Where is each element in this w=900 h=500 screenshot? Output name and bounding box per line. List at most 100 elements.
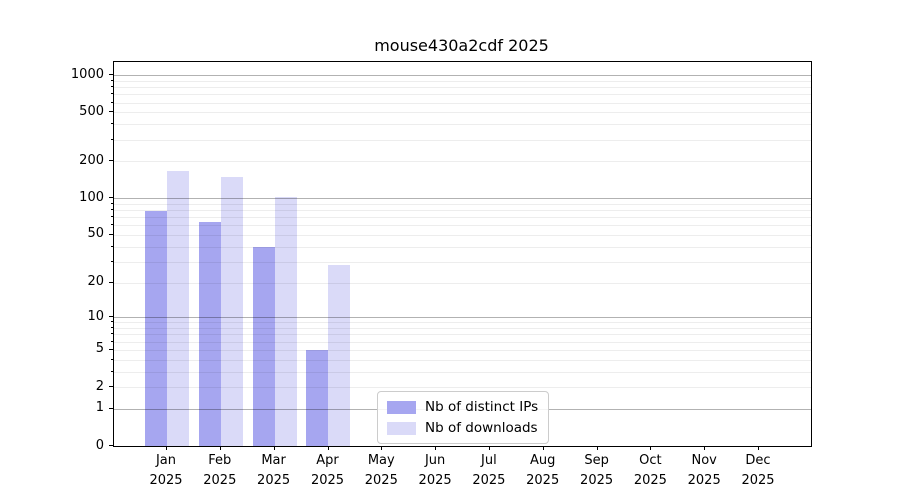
x-tick-mark — [381, 446, 383, 450]
y-minor-tick-mark — [111, 93, 113, 95]
x-tick-mark — [758, 446, 759, 450]
legend-entry-distinct-ips: Nb of distinct IPs — [387, 399, 538, 415]
x-tick-label-may: May 2025 — [364, 453, 398, 488]
x-tick-label-jan: Jan 2025 — [149, 453, 183, 488]
x-tick-label-oct: Oct 2025 — [633, 453, 667, 488]
gridline-minor — [114, 139, 811, 141]
y-minor-tick-mark — [111, 79, 113, 81]
gridline-minor — [114, 161, 811, 163]
y-tick-label: 10 — [87, 308, 104, 324]
y-tick-mark — [109, 316, 113, 318]
gridline-major — [114, 317, 811, 319]
gridline-minor — [114, 234, 811, 236]
gridline-major — [114, 75, 811, 77]
y-minor-tick-mark — [111, 224, 113, 226]
y-tick-label: 200 — [79, 152, 104, 168]
legend-swatch-downloads — [387, 421, 416, 435]
plot-area: Nb of distinct IPs Nb of downloads — [113, 61, 812, 447]
y-minor-tick-mark — [111, 370, 113, 372]
y-minor-tick-mark — [111, 86, 113, 87]
x-tick-label-nov: Nov 2025 — [687, 453, 721, 488]
gridline-minor — [114, 282, 811, 284]
gridline-minor — [114, 349, 811, 351]
x-tick-mark — [542, 446, 544, 450]
x-tick-label-feb: Feb 2025 — [203, 453, 237, 488]
gridline-minor — [114, 102, 811, 104]
y-tick-label: 2 — [95, 378, 104, 394]
y-tick-mark — [109, 386, 113, 387]
x-tick-mark — [273, 446, 275, 450]
x-tick-label-jun: Jun 2025 — [418, 453, 452, 488]
x-tick-label-aug: Aug 2025 — [526, 453, 560, 488]
x-tick-label-mar: Mar 2025 — [257, 453, 291, 488]
x-tick-label-sep: Sep 2025 — [580, 453, 614, 488]
gridline-minor — [114, 94, 811, 96]
y-tick-mark — [109, 407, 113, 409]
gridline-minor — [114, 322, 811, 324]
y-minor-tick-mark — [111, 333, 113, 335]
gridline-minor — [114, 246, 811, 248]
y-tick-mark — [109, 445, 113, 446]
gridline-minor — [114, 328, 811, 329]
gridline-minor — [114, 210, 811, 212]
gridline-minor — [114, 87, 811, 88]
y-tick-label: 5 — [95, 341, 104, 357]
gridline-minor — [114, 112, 811, 114]
y-tick-label: 100 — [79, 189, 104, 205]
x-tick-mark — [596, 446, 598, 450]
x-tick-mark — [435, 446, 437, 450]
bar-distinct-ips-mar — [252, 246, 275, 446]
x-tick-mark — [219, 446, 221, 450]
gridline-minor — [114, 217, 811, 219]
y-minor-tick-mark — [111, 138, 113, 140]
gridline-minor — [114, 203, 811, 205]
bar-distinct-ips-apr — [306, 349, 329, 446]
y-tick-label: 50 — [87, 226, 104, 242]
legend: Nb of distinct IPs Nb of downloads — [377, 391, 550, 444]
y-tick-mark — [109, 348, 113, 350]
gridline-minor — [114, 261, 811, 263]
bar-distinct-ips-feb — [198, 221, 221, 446]
legend-label-distinct-ips: Nb of distinct IPs — [425, 399, 539, 415]
gridline-minor — [114, 225, 811, 227]
gridline-minor — [114, 124, 811, 126]
x-tick-mark — [166, 446, 167, 450]
y-tick-label: 20 — [87, 274, 104, 289]
y-tick-mark — [109, 74, 113, 76]
legend-label-downloads: Nb of downloads — [425, 420, 538, 436]
y-tick-label: 500 — [79, 103, 104, 119]
y-tick-mark — [109, 281, 113, 283]
gridline-minor — [114, 371, 811, 373]
y-minor-tick-mark — [111, 216, 113, 218]
y-minor-tick-mark — [111, 101, 113, 103]
legend-entry-downloads: Nb of downloads — [387, 420, 538, 436]
gridline-minor — [114, 387, 811, 388]
x-tick-label-apr: Apr 2025 — [310, 453, 345, 488]
y-tick-label: 0 — [95, 437, 104, 453]
x-tick-mark — [650, 446, 652, 450]
bar-downloads-feb — [220, 177, 243, 446]
y-minor-tick-mark — [111, 209, 113, 211]
gridline-major — [114, 198, 811, 200]
gridline-minor — [114, 341, 811, 343]
bar-downloads-mar — [274, 196, 297, 446]
y-minor-tick-mark — [111, 358, 113, 360]
gridline-minor — [114, 80, 811, 82]
y-minor-tick-mark — [111, 202, 113, 204]
y-tick-label: 1000 — [70, 66, 104, 82]
x-tick-label-jul: Jul 2025 — [472, 453, 506, 488]
y-minor-tick-mark — [111, 245, 113, 247]
y-minor-tick-mark — [111, 123, 113, 125]
bar-downloads-jan — [167, 171, 189, 446]
y-minor-tick-mark — [111, 327, 113, 328]
x-tick-mark — [488, 446, 490, 450]
gridline-minor — [114, 334, 811, 336]
x-tick-mark — [704, 446, 706, 450]
y-tick-mark — [109, 111, 113, 113]
x-tick-label-dec: Dec 2025 — [741, 453, 775, 488]
y-tick-mark — [109, 197, 113, 199]
gridline-minor — [114, 359, 811, 361]
y-tick-label: 1 — [95, 400, 104, 416]
y-minor-tick-mark — [111, 260, 113, 262]
